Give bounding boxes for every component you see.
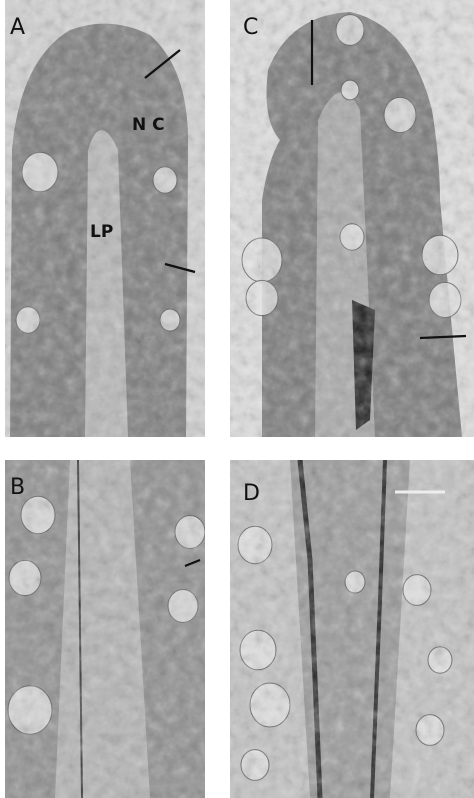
panel-label: D bbox=[243, 481, 260, 506]
annotation-lp: LP bbox=[90, 222, 113, 242]
panel-label: B bbox=[10, 475, 25, 500]
arrow bbox=[164, 262, 196, 274]
annotation-nc: N C bbox=[132, 115, 165, 135]
panel-label: C bbox=[243, 15, 258, 40]
texture bbox=[5, 460, 205, 798]
texture bbox=[5, 0, 205, 437]
panel-d bbox=[230, 460, 474, 798]
panel-a bbox=[5, 0, 205, 437]
texture bbox=[230, 460, 474, 798]
arrow bbox=[419, 334, 467, 340]
texture bbox=[230, 0, 474, 437]
arrow bbox=[144, 49, 181, 79]
arrow bbox=[184, 558, 201, 568]
panel-c bbox=[230, 0, 474, 437]
panel-b bbox=[5, 460, 205, 798]
panel-label: A bbox=[10, 15, 25, 40]
